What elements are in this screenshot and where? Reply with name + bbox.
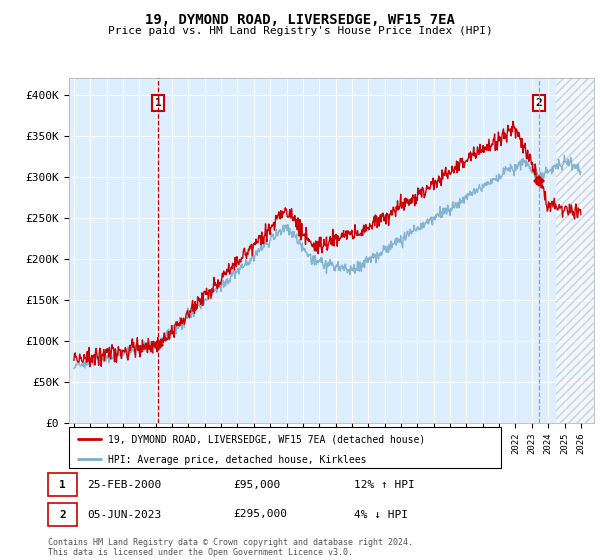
Text: 4% ↓ HPI: 4% ↓ HPI xyxy=(354,510,408,520)
Text: 1: 1 xyxy=(59,479,66,489)
Text: Price paid vs. HM Land Registry's House Price Index (HPI): Price paid vs. HM Land Registry's House … xyxy=(107,26,493,36)
Text: 19, DYMOND ROAD, LIVERSEDGE, WF15 7EA (detached house): 19, DYMOND ROAD, LIVERSEDGE, WF15 7EA (d… xyxy=(108,435,425,445)
Bar xyxy=(48,503,77,526)
Text: 25-FEB-2000: 25-FEB-2000 xyxy=(88,479,162,489)
Text: 2: 2 xyxy=(536,98,542,108)
Text: 1: 1 xyxy=(155,98,161,108)
Text: Contains HM Land Registry data © Crown copyright and database right 2024.
This d: Contains HM Land Registry data © Crown c… xyxy=(48,538,413,557)
Text: 19, DYMOND ROAD, LIVERSEDGE, WF15 7EA: 19, DYMOND ROAD, LIVERSEDGE, WF15 7EA xyxy=(145,13,455,27)
Bar xyxy=(48,473,77,496)
Text: 05-JUN-2023: 05-JUN-2023 xyxy=(88,510,162,520)
Text: HPI: Average price, detached house, Kirklees: HPI: Average price, detached house, Kirk… xyxy=(108,455,367,465)
Text: 2: 2 xyxy=(59,510,66,520)
Bar xyxy=(556,78,597,423)
Text: £95,000: £95,000 xyxy=(233,479,280,489)
Text: 12% ↑ HPI: 12% ↑ HPI xyxy=(354,479,415,489)
Text: £295,000: £295,000 xyxy=(233,510,287,520)
